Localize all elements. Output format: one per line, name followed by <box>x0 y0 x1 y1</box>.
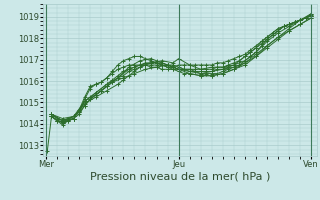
X-axis label: Pression niveau de la mer( hPa ): Pression niveau de la mer( hPa ) <box>90 172 270 182</box>
